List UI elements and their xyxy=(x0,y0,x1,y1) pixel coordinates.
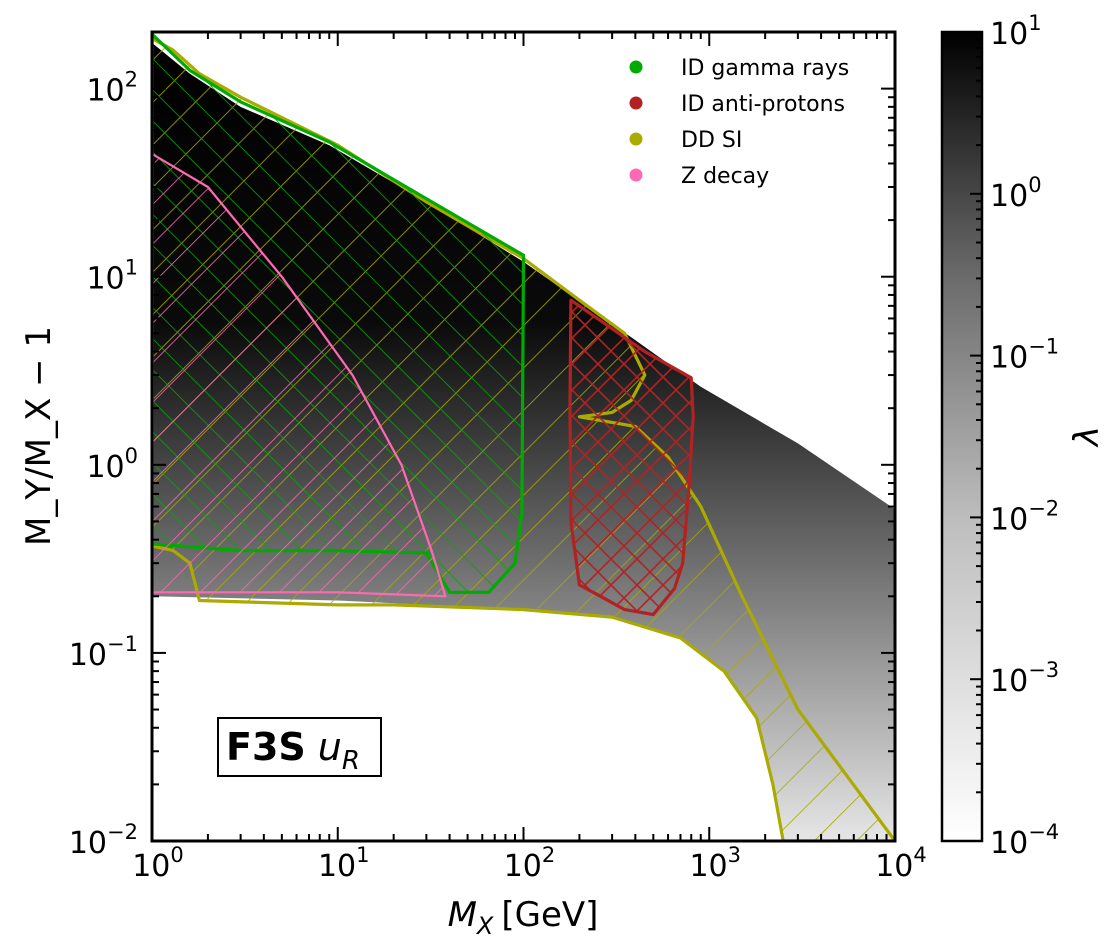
colorbar xyxy=(940,30,984,843)
x-axis-symbol: M xyxy=(448,895,477,935)
y-tick-label: 102 xyxy=(86,68,138,109)
region-outline-id-anti-protons xyxy=(568,298,695,617)
colorbar-ticks: 101 100 10−1 10−2 10−3 10−4 xyxy=(970,11,1059,861)
colorbar-tick-label: 100 xyxy=(990,173,1042,214)
panel-label-symbol: u xyxy=(318,725,342,769)
x-tick-label: 101 xyxy=(318,843,370,884)
region-hatch-z-decay xyxy=(152,153,446,597)
x-tick-label: 104 xyxy=(875,843,927,884)
constraint-layer xyxy=(152,32,895,841)
panel-label-box: F3S uR xyxy=(217,717,382,777)
y-tick-label: 101 xyxy=(86,256,138,297)
x-tick-label: 102 xyxy=(504,843,556,884)
colorbar-tick-label: 10−4 xyxy=(990,820,1059,861)
legend: ID gamma rays ID anti-protons DD SI Z decay xyxy=(629,56,849,189)
plot-area xyxy=(152,32,895,841)
legend-marker-dd-si xyxy=(629,132,643,146)
legend-label-id-gamma-rays: ID gamma rays xyxy=(681,56,849,81)
legend-marker-id-anti-protons xyxy=(629,96,643,110)
axis-ticks xyxy=(151,31,896,842)
colorbar-tick-label: 10−1 xyxy=(990,335,1059,376)
legend-label-dd-si: DD SI xyxy=(681,128,742,153)
panel-label: F3S xyxy=(226,725,306,769)
y-tick-label: 10−1 xyxy=(69,632,138,673)
region-hatch-id-anti-protons xyxy=(570,300,694,615)
x-tick-label: 100 xyxy=(132,843,184,884)
x-tick-label: 103 xyxy=(689,843,741,884)
region-outline-z-decay xyxy=(152,152,447,598)
y-tick-label: 10−2 xyxy=(69,820,138,861)
x-axis-title: MX [GeV] xyxy=(448,895,599,940)
colorbar-label: λ xyxy=(1067,426,1107,448)
legend-marker-z-decay xyxy=(629,168,643,182)
panel-label-subscript: R xyxy=(342,746,360,776)
y-tick-labels: 10−2 10−1 100 101 102 xyxy=(69,68,138,861)
colorbar-tick-label: 10−3 xyxy=(990,658,1059,699)
colorbar-tick-label: 10−2 xyxy=(990,496,1059,537)
x-axis-unit: [GeV] xyxy=(501,895,598,935)
legend-label-id-anti-protons: ID anti-protons xyxy=(681,92,845,117)
x-axis-subscript: X xyxy=(475,912,494,940)
legend-marker-id-gamma-rays xyxy=(629,60,643,74)
y-tick-label: 100 xyxy=(86,444,138,485)
y-axis-title: M_Y/M_X − 1 xyxy=(19,326,59,546)
x-tick-labels: 100 101 102 103 104 xyxy=(132,843,927,884)
legend-label-z-decay: Z decay xyxy=(681,164,769,189)
colorbar-tick-label: 101 xyxy=(990,11,1042,52)
